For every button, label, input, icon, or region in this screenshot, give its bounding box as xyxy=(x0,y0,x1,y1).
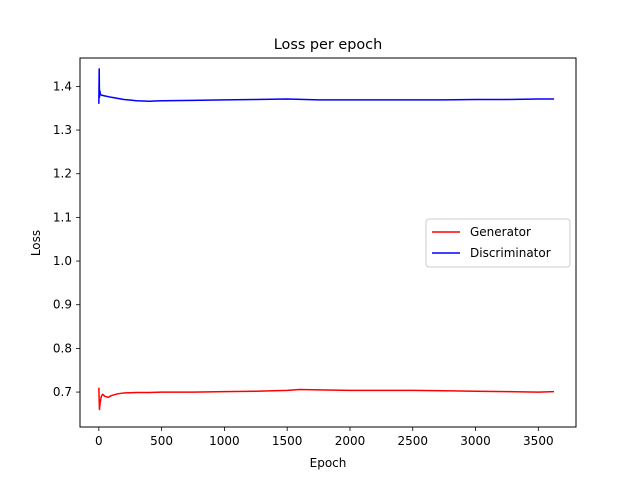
y-tick-label: 0.8 xyxy=(53,341,72,355)
x-axis-label: Epoch xyxy=(310,456,347,470)
legend-label-generator: Generator xyxy=(470,225,531,239)
x-tick-label: 2500 xyxy=(397,434,428,448)
series-line-generator xyxy=(98,387,555,411)
series-line-discriminator xyxy=(98,68,555,104)
legend: Generator Discriminator xyxy=(425,218,571,268)
x-tick-label: 2000 xyxy=(335,434,366,448)
x-tick-label: 1500 xyxy=(272,434,303,448)
chart-title: Loss per epoch xyxy=(274,37,382,53)
x-axis: 0 500 1000 1500 2000 2500 3000 3500 xyxy=(95,427,554,448)
x-tick-label: 3000 xyxy=(460,434,491,448)
x-tick-label: 0 xyxy=(95,434,103,448)
y-tick-label: 0.7 xyxy=(53,385,72,399)
series-layer xyxy=(98,68,555,411)
x-tick-label: 3500 xyxy=(523,434,554,448)
y-tick-label: 1.4 xyxy=(53,79,72,93)
y-tick-label: 1.0 xyxy=(53,254,72,268)
plot-frame xyxy=(79,57,577,428)
y-tick-label: 1.1 xyxy=(53,210,72,224)
y-axis-label: Loss xyxy=(29,230,43,256)
y-tick-label: 1.2 xyxy=(53,167,72,181)
x-tick-label: 500 xyxy=(150,434,173,448)
y-axis: 0.7 0.8 0.9 1.0 1.1 1.2 1.3 1.4 xyxy=(53,79,80,399)
legend-label-discriminator: Discriminator xyxy=(470,246,551,260)
y-tick-label: 1.3 xyxy=(53,123,72,137)
y-tick-label: 0.9 xyxy=(53,298,72,312)
legend-box xyxy=(425,218,571,268)
x-tick-label: 1000 xyxy=(209,434,240,448)
